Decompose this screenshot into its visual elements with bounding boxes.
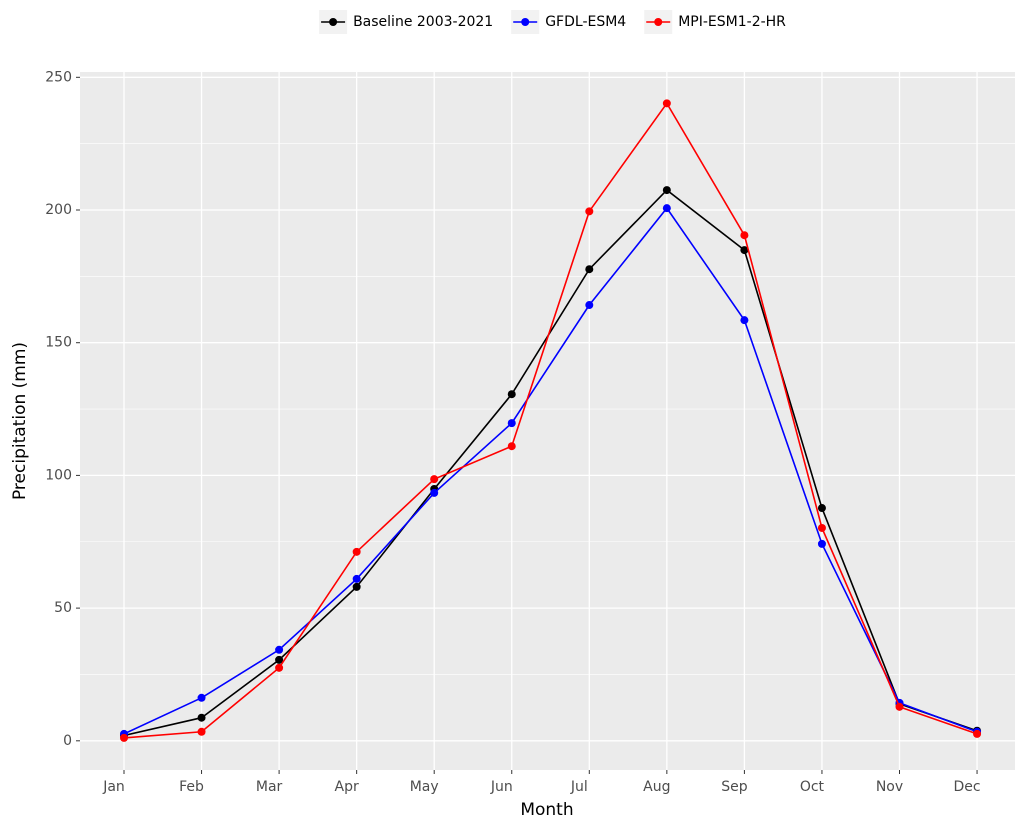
- x-tick-label: Oct: [800, 779, 825, 795]
- y-axis-label: Precipitation (mm): [10, 342, 30, 500]
- x-tick-label: Dec: [954, 779, 981, 795]
- x-tick-label: Aug: [643, 779, 670, 795]
- x-tick-label: Feb: [179, 779, 204, 795]
- data-point: [352, 547, 361, 556]
- y-tick-label: 250: [45, 69, 72, 85]
- data-point: [197, 727, 206, 736]
- y-tick-label: 50: [54, 600, 72, 616]
- data-point: [507, 419, 516, 428]
- legend: Baseline 2003-2021 GFDL-ESM4 MPI-ESM1-2-HR: [319, 10, 786, 34]
- x-tick-label: Apr: [335, 779, 359, 795]
- data-point: [740, 246, 749, 255]
- data-point: [585, 207, 594, 216]
- data-point: [740, 316, 749, 325]
- y-tick-label: 200: [45, 202, 72, 218]
- data-point: [507, 390, 516, 399]
- data-point: [740, 231, 749, 240]
- panel: [80, 72, 1015, 770]
- data-point: [662, 99, 671, 108]
- x-tick-label: Mar: [256, 779, 283, 795]
- legend-label: GFDL-ESM4: [545, 14, 626, 30]
- data-point: [817, 523, 826, 532]
- x-tick-label: Sep: [721, 779, 748, 795]
- data-point: [352, 582, 361, 591]
- x-tick-label: Jan: [102, 779, 125, 795]
- data-point: [352, 574, 361, 583]
- data-point: [817, 539, 826, 548]
- data-point: [197, 693, 206, 702]
- data-point: [197, 713, 206, 722]
- data-point: [895, 702, 904, 711]
- x-tick-label: Nov: [876, 779, 903, 795]
- data-point: [275, 655, 284, 664]
- legend-label: MPI-ESM1-2-HR: [678, 14, 786, 30]
- x-tick-label: Jul: [570, 779, 588, 795]
- legend-label: Baseline 2003-2021: [353, 14, 493, 30]
- data-point: [973, 729, 982, 738]
- data-point: [585, 265, 594, 274]
- data-point: [662, 204, 671, 213]
- data-point: [662, 186, 671, 195]
- legend-dot: [654, 18, 663, 26]
- data-point: [275, 645, 284, 654]
- x-tick-label: Jun: [490, 779, 513, 795]
- data-point: [430, 488, 439, 497]
- series-line: [123, 101, 978, 739]
- y-tick-label: 0: [63, 733, 72, 749]
- data-point: [275, 663, 284, 672]
- data-point: [430, 475, 439, 484]
- x-axis-label: Month: [520, 800, 573, 820]
- series-line: [123, 206, 978, 735]
- y-tick-label: 150: [45, 335, 72, 351]
- y-tick-label: 100: [45, 467, 72, 483]
- data-point: [585, 301, 594, 310]
- x-tick-label: May: [410, 779, 439, 795]
- legend-dot: [521, 18, 530, 26]
- data-point: [507, 442, 516, 451]
- legend-dot: [329, 18, 338, 26]
- series-line: [123, 189, 978, 737]
- data-point: [817, 504, 826, 513]
- data-point: [120, 733, 128, 742]
